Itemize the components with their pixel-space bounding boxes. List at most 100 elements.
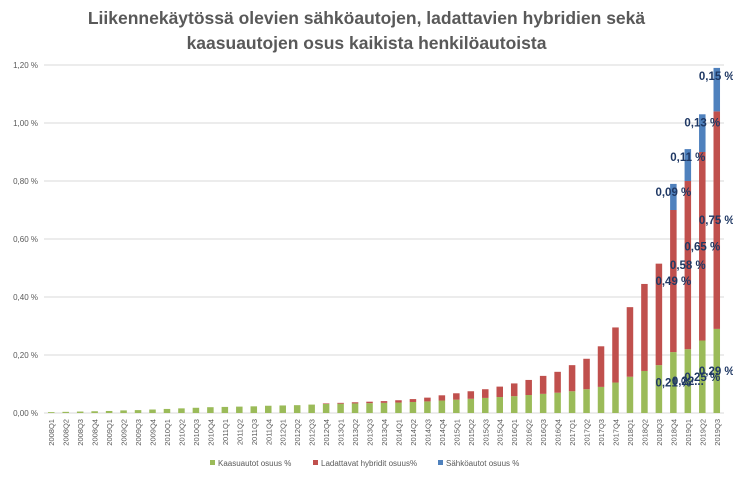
bars — [47, 67, 721, 413]
bar-segment — [424, 397, 431, 402]
bar-segment — [453, 399, 460, 413]
data-label: 0,13 % — [684, 117, 720, 129]
bar-segment — [236, 406, 243, 413]
x-tick-label: 2011Q1 — [221, 419, 230, 445]
y-tick-label: 0,00 % — [13, 409, 38, 418]
x-tick-label: 2019Q3 — [713, 419, 722, 446]
bar-segment — [713, 111, 721, 329]
bar-segment — [568, 391, 576, 413]
legend-entry: Kaasuautot osuus % — [210, 459, 291, 468]
legend-entry: Sähköautot osuus % — [438, 459, 519, 468]
bar-segment — [626, 376, 634, 413]
chart-title-line-1: Liikennekäytössä olevien sähköautojen, l… — [87, 8, 646, 28]
bar-segment — [351, 402, 359, 404]
bar-segment — [554, 392, 561, 413]
x-tick-label: 2016Q1 — [510, 419, 519, 446]
bar-segment — [149, 409, 156, 413]
bar-segment — [337, 403, 344, 413]
bar-segment — [525, 395, 532, 413]
x-tick-label: 2010Q2 — [177, 419, 186, 446]
data-label: 0,21 % — [655, 378, 691, 390]
x-tick-label: 2009Q4 — [149, 419, 158, 446]
bar-segment — [612, 327, 619, 383]
bar-segment — [453, 393, 460, 400]
data-labels: 0,21 %0,22...0,25 %0,29 % 0,49 % 0,58 % 0,6… — [655, 71, 733, 390]
x-tick-label: 2008Q1 — [47, 419, 56, 446]
data-label: 0,75 % — [699, 215, 733, 227]
x-tick-label: 2012Q3 — [308, 419, 317, 446]
x-tick-label: 2016Q2 — [525, 419, 534, 446]
y-tick-label: 0,80 % — [13, 177, 38, 186]
bar-segment — [62, 411, 69, 413]
x-tick-label: 2012Q1 — [279, 419, 288, 446]
x-tick-label: 2013Q2 — [351, 419, 360, 446]
x-tick-label: 2016Q3 — [539, 419, 548, 446]
bar-segment — [670, 210, 677, 353]
bar-segment — [91, 411, 98, 413]
bar-segment — [380, 402, 388, 413]
bar-segment — [641, 370, 648, 413]
x-tick-label: 2008Q3 — [76, 419, 85, 446]
data-label: 0,09 % — [655, 187, 691, 199]
x-tick-label: 2018Q1 — [626, 419, 635, 446]
data-label: 0,58 % — [670, 260, 706, 272]
bar-segment — [510, 383, 518, 397]
bar-segment — [713, 328, 721, 413]
bar-segment — [699, 340, 706, 413]
bar-segment — [279, 405, 286, 413]
bar-segment — [366, 403, 373, 413]
bar-segment — [655, 263, 663, 366]
x-tick-label: 2013Q3 — [366, 419, 375, 446]
bar-segment — [699, 114, 706, 152]
legend-label: Ladattavat hybridit osuus% — [321, 459, 417, 468]
x-tick-label: 2016Q4 — [554, 419, 563, 446]
bar-segment — [510, 396, 518, 413]
data-label: 0,22... — [672, 376, 704, 388]
bar-segment — [395, 400, 402, 403]
bar-segment — [409, 399, 417, 402]
legend-label: Kaasuautot osuus % — [218, 459, 291, 468]
data-label: 0,65 % — [684, 241, 720, 253]
chart-title-line-2: kaasuautojen osus kaikista henkilöautois… — [186, 33, 547, 53]
x-tick-label: 2017Q4 — [611, 419, 620, 446]
data-label: 0,49 % — [655, 276, 691, 288]
x-tick-label: 2012Q4 — [322, 419, 331, 446]
bar-segment — [699, 152, 706, 341]
legend-entry: Ladattavat hybridit osuus% — [313, 459, 417, 468]
x-tick-label: 2008Q2 — [62, 419, 71, 446]
x-tick-label: 2011Q3 — [250, 419, 259, 445]
legend-label: Sähköautot osuus % — [446, 459, 519, 468]
x-tick-label: 2011Q4 — [264, 419, 273, 445]
bar-segment — [641, 283, 648, 371]
x-tick-label: 2017Q2 — [583, 419, 592, 446]
x-tick-label: 2014Q2 — [409, 419, 418, 446]
data-label: 0,15 % — [699, 71, 733, 83]
x-tick-label: 2014Q3 — [423, 419, 432, 446]
x-tick-label: 2009Q1 — [105, 419, 114, 446]
x-tick-label: 2018Q2 — [640, 419, 649, 446]
y-tick-label: 1,20 % — [13, 61, 38, 70]
bar-segment — [655, 365, 663, 413]
bar-segment — [713, 67, 721, 112]
bar-segment — [670, 183, 677, 210]
bar-segment — [597, 386, 605, 413]
bar-segment — [496, 397, 503, 413]
bar-segment — [612, 382, 619, 413]
bar-segment — [568, 365, 576, 392]
y-tick-label: 0,20 % — [13, 351, 38, 360]
bar-segment — [47, 412, 55, 413]
bar-segment — [539, 393, 547, 413]
data-label: 0,25 % — [684, 372, 720, 384]
x-tick-label: 2010Q4 — [206, 419, 215, 446]
bar-segment — [395, 402, 402, 413]
bar-segment — [482, 397, 489, 413]
x-tick-label: 2015Q4 — [496, 419, 505, 446]
x-tick-label: 2019Q1 — [684, 419, 693, 446]
data-label: 0,11 % — [670, 152, 705, 164]
legend-swatch — [438, 460, 443, 465]
x-tick-label: 2008Q4 — [91, 419, 100, 446]
legend-swatch — [210, 460, 215, 465]
x-tick-label: 2019Q2 — [698, 419, 707, 446]
bar-segment — [105, 410, 113, 413]
